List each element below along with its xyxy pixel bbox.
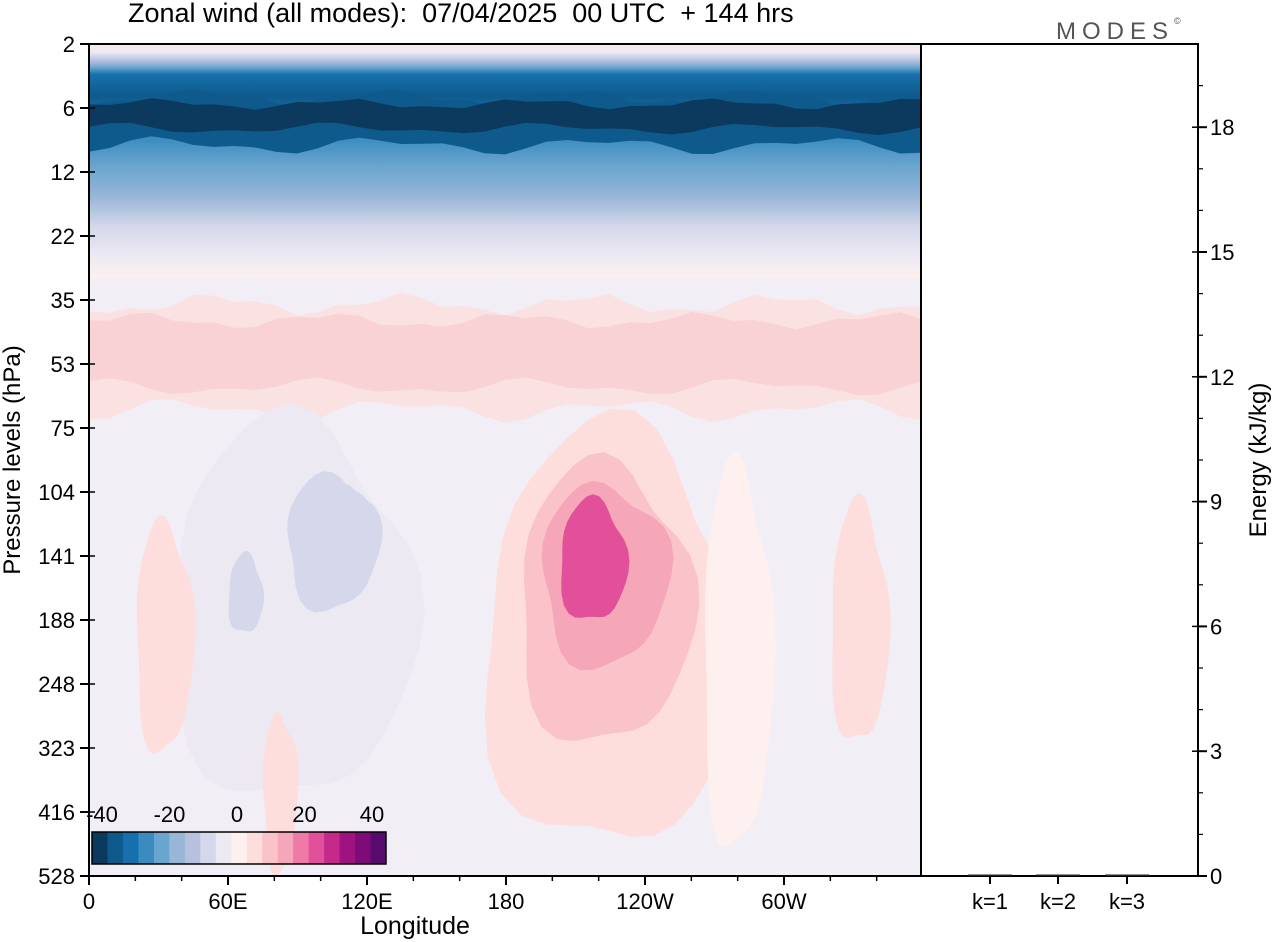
y-tick-label: 323 — [38, 736, 75, 761]
colorbar-swatch — [138, 832, 155, 864]
stratosphere-band — [89, 44, 921, 279]
energy-tick-label: 6 — [1210, 614, 1222, 639]
colorbar-swatch — [246, 832, 263, 864]
colorbar-swatch — [355, 832, 372, 864]
y-tick-label: 528 — [38, 864, 75, 889]
energy-tick-label: 3 — [1210, 739, 1222, 764]
energy-tick-label: 9 — [1210, 490, 1222, 515]
modes-logo: MODES© — [1056, 16, 1181, 45]
colorbar-swatch — [308, 832, 325, 864]
y-tick-label: 248 — [38, 672, 75, 697]
colorbar-swatch — [169, 832, 186, 864]
colorbar-swatch — [200, 832, 217, 864]
bar-category-label: k=2 — [1040, 889, 1076, 914]
colorbar-swatch — [277, 832, 294, 864]
westerly-band-inner — [89, 311, 921, 396]
colorbar-tick-label: -20 — [154, 802, 186, 827]
energy-tick-label: 0 — [1210, 864, 1222, 889]
colorbar-swatch — [324, 832, 341, 864]
colorbar-swatch — [370, 832, 387, 864]
colorbar-swatch — [92, 832, 108, 864]
x-axis-label: Longitude — [360, 912, 470, 940]
axes: 2 6 12 22 35 53 75 104 141 188 248 323 416 528 Pressur… — [0, 32, 1199, 940]
heatmap-plot — [89, 44, 921, 876]
energy-bar-plot: 0 3 6 9 12 15 18 Energy (kJ/kg) k=1 k=2 k=3 — [968, 84, 1272, 914]
easterly-column-americas — [705, 450, 776, 849]
y-tick-label: 2 — [63, 32, 75, 57]
x-tick-label: 60E — [208, 889, 247, 914]
colorbar-swatch — [339, 832, 356, 864]
colorbar-tick-label: 40 — [360, 802, 384, 827]
y-tick-label: 35 — [51, 288, 75, 313]
colorbar: -40 -20 0 20 40 — [86, 802, 387, 865]
y-tick-label: 104 — [38, 480, 75, 505]
y-tick-label: 12 — [51, 160, 75, 185]
westerly-cell-africa — [136, 515, 196, 755]
pacific-westerly-core — [561, 494, 630, 618]
colorbar-tick-label: 0 — [231, 802, 243, 827]
x-tick-label: 120W — [616, 889, 674, 914]
bar-category-label: k=1 — [972, 889, 1008, 914]
x-tick-label: 120E — [341, 889, 392, 914]
colorbar-swatch — [184, 832, 201, 864]
y-tick-label: 188 — [38, 608, 75, 633]
energy-axis-label: Energy (kJ/kg) — [1245, 383, 1272, 538]
y-tick-label: 141 — [38, 544, 75, 569]
westerly-cell-atlantic — [832, 492, 891, 738]
y-tick-label: 53 — [51, 352, 75, 377]
colorbar-tick-label: -40 — [86, 802, 118, 827]
y-tick-label: 75 — [51, 416, 75, 441]
y-tick-label: 22 — [51, 224, 75, 249]
y-axis-label: Pressure levels (hPa) — [0, 345, 26, 574]
bar-category-label: k=3 — [1109, 889, 1145, 914]
colorbar-swatch — [122, 832, 139, 864]
colorbar-swatch — [262, 832, 279, 864]
x-tick-label: 180 — [488, 889, 525, 914]
colorbar-tick-label: 20 — [292, 802, 316, 827]
x-tick-label: 60W — [761, 889, 806, 914]
colorbar-swatch — [231, 832, 248, 864]
easterly-cell-west — [228, 550, 265, 632]
energy-tick-label: 18 — [1210, 115, 1234, 140]
colorbar-swatch — [153, 832, 170, 864]
x-tick-label: 0 — [83, 889, 95, 914]
colorbar-swatch — [107, 832, 124, 864]
energy-bar — [1105, 874, 1149, 876]
colorbar-frame — [91, 831, 387, 865]
energy-tick-label: 15 — [1210, 240, 1234, 265]
colorbar-swatch — [215, 832, 232, 864]
y-tick-label: 6 — [63, 96, 75, 121]
indian-easterly-core — [331, 483, 369, 557]
energy-tick-label: 12 — [1210, 365, 1234, 390]
easterly-jet-max — [89, 98, 921, 135]
y-tick-label: 416 — [38, 800, 75, 825]
barplot-frame — [920, 43, 1199, 877]
colorbar-swatch — [293, 832, 310, 864]
energy-bar — [1036, 874, 1080, 876]
energy-bar — [968, 874, 1012, 876]
title: Zonal wind (all modes): 07/04/2025 00 UT… — [128, 0, 794, 28]
